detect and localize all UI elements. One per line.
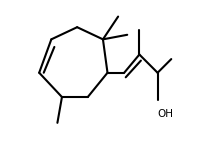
Text: OH: OH xyxy=(157,109,173,119)
